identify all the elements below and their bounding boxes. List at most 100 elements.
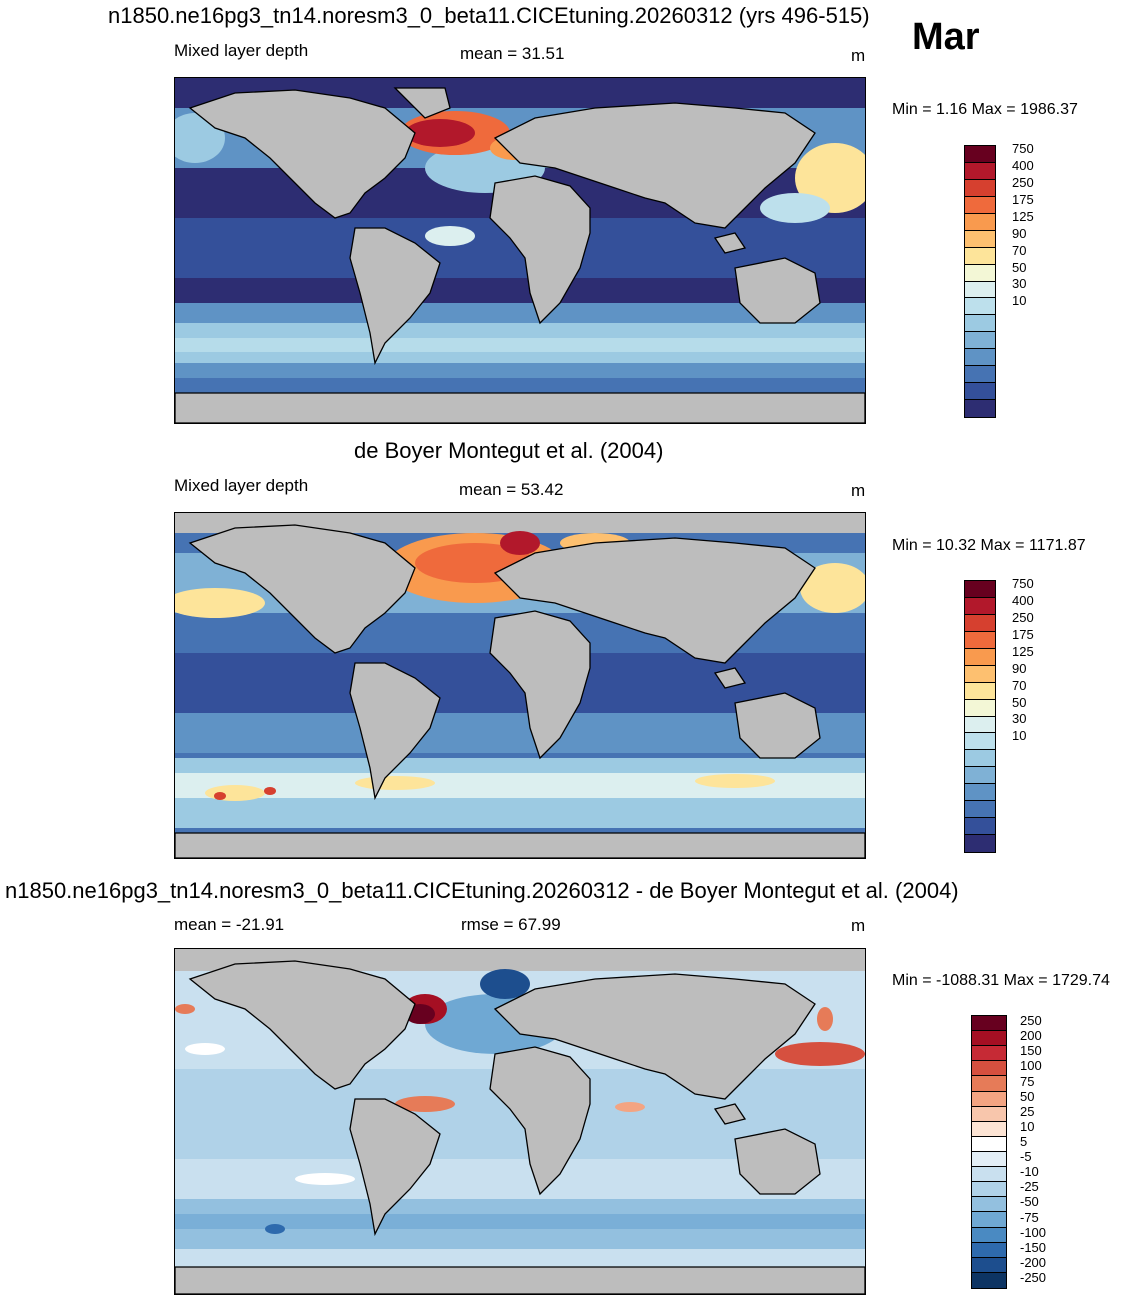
colorbar-tick-label: -150 (1020, 1239, 1047, 1255)
panel3-minmax: Min = -1088.31 Max = 1729.74 (892, 972, 1110, 989)
panel1-map (174, 77, 866, 424)
panel1-unit: m (851, 46, 866, 65)
colorbar-tick-label: 175 (1012, 191, 1034, 207)
panel3-unit: m (851, 916, 866, 935)
colorbar-cell (972, 1106, 1006, 1122)
colorbar-cell (965, 784, 995, 802)
colorbar-tick-label: -50 (1020, 1194, 1039, 1210)
colorbar-cell (965, 366, 995, 384)
colorbar-tick-label: 125 (1012, 208, 1034, 224)
colorbar-cell (972, 1182, 1006, 1198)
panel3-map (174, 948, 866, 1295)
colorbar-tick-label: 10 (1012, 728, 1027, 744)
colorbar-cell (972, 1136, 1006, 1152)
colorbar-cell (965, 213, 995, 231)
panel2-mean: mean = 53.42 (459, 480, 564, 499)
colorbar-tick-label: 75 (1020, 1073, 1035, 1089)
colorbar-tick-label: 30 (1012, 276, 1027, 292)
colorbar-cell (972, 1061, 1006, 1077)
colorbar-tick-label: 70 (1012, 242, 1027, 258)
panel3-mean: mean = -21.91 (174, 915, 285, 934)
colorbar-cell (972, 1167, 1006, 1183)
panel2-colorbar (964, 580, 996, 853)
colorbar-cell (965, 699, 995, 717)
colorbar-tick-label: 750 (1012, 575, 1034, 591)
colorbar-tick-label: 125 (1012, 643, 1034, 659)
colorbar-tick-label: 50 (1020, 1088, 1035, 1104)
colorbar-cell (972, 1076, 1006, 1092)
panel2-title: de Boyer Montegut et al. (2004) (354, 438, 664, 463)
colorbar-cell (965, 597, 995, 615)
colorbar-tick-label: 250 (1012, 609, 1034, 625)
panel2-variable-label: Mixed layer depth (174, 476, 309, 495)
colorbar-cell (965, 332, 995, 350)
colorbar-tick-label: 90 (1012, 225, 1027, 241)
colorbar-tick-label: -200 (1020, 1254, 1047, 1270)
colorbar-tick-label: 10 (1020, 1118, 1035, 1134)
colorbar-cell (965, 298, 995, 316)
colorbar-cell (965, 581, 995, 598)
colorbar-cell (972, 1016, 1006, 1032)
colorbar-tick-label: -100 (1020, 1224, 1047, 1240)
colorbar-cell (965, 247, 995, 265)
colorbar-tick-label: 90 (1012, 660, 1027, 676)
panel3-title: n1850.ne16pg3_tn14.noresm3_0_beta11.CICE… (5, 878, 959, 903)
colorbar-cell (965, 648, 995, 666)
colorbar-cell (972, 1046, 1006, 1062)
panel2-map-graphic (175, 513, 865, 858)
colorbar-cell (972, 1272, 1006, 1288)
panel1-variable-label: Mixed layer depth (174, 41, 309, 60)
colorbar-cell (965, 750, 995, 768)
colorbar-cell (972, 1227, 1006, 1243)
panel2-minmax: Min = 10.32 Max = 1171.87 (892, 537, 1086, 554)
colorbar-cell (965, 818, 995, 836)
panel2-map (174, 512, 866, 859)
colorbar-tick-label: 400 (1012, 157, 1034, 173)
colorbar-tick-label: 25 (1020, 1103, 1035, 1119)
colorbar-cell (972, 1121, 1006, 1137)
colorbar-cell (972, 1031, 1006, 1047)
colorbar-cell (972, 1212, 1006, 1228)
colorbar-cell (965, 665, 995, 683)
colorbar-tick-label: 750 (1012, 140, 1034, 156)
colorbar-cell (965, 162, 995, 180)
colorbar-cell (965, 281, 995, 299)
colorbar-tick-label: 70 (1012, 677, 1027, 693)
colorbar-cell (965, 631, 995, 649)
colorbar-cell (965, 383, 995, 401)
panel3-map-graphic (175, 949, 865, 1294)
colorbar-cell (972, 1242, 1006, 1258)
colorbar-tick-label: 30 (1012, 711, 1027, 727)
colorbar-cell (965, 682, 995, 700)
colorbar-cell (965, 230, 995, 248)
colorbar-tick-label: 50 (1012, 694, 1027, 710)
colorbar-tick-label: -250 (1020, 1270, 1047, 1285)
colorbar-cell (965, 801, 995, 819)
colorbar-cell (965, 733, 995, 751)
colorbar-cell (965, 179, 995, 197)
colorbar-cell (965, 614, 995, 632)
colorbar-tick-label: 50 (1012, 259, 1027, 275)
colorbar-cell (965, 835, 995, 852)
colorbar-cell (965, 315, 995, 333)
panel3-colorbar (971, 1015, 1007, 1289)
panel2-unit: m (851, 481, 866, 500)
panel1-title: n1850.ne16pg3_tn14.noresm3_0_beta11.CICE… (108, 3, 870, 28)
colorbar-cell (965, 767, 995, 785)
panel1-map-graphic (175, 78, 865, 423)
colorbar-tick-label: 5 (1020, 1134, 1028, 1149)
colorbar-cell (965, 146, 995, 163)
panel1-minmax: Min = 1.16 Max = 1986.37 (892, 101, 1078, 118)
colorbar-tick-label: 150 (1020, 1043, 1042, 1059)
colorbar-cell (972, 1151, 1006, 1168)
colorbar-tick-label: -25 (1020, 1179, 1039, 1195)
colorbar-cell (965, 196, 995, 214)
colorbar-cell (965, 400, 995, 417)
panel1-colorbar (964, 145, 996, 418)
colorbar-tick-label: 200 (1020, 1028, 1042, 1044)
colorbar-tick-label: 10 (1012, 293, 1027, 309)
colorbar-tick-label: 250 (1012, 174, 1034, 190)
colorbar-tick-label: 400 (1012, 592, 1034, 608)
colorbar-tick-label: -5 (1020, 1149, 1032, 1165)
panel3-rmse: rmse = 67.99 (461, 915, 561, 934)
